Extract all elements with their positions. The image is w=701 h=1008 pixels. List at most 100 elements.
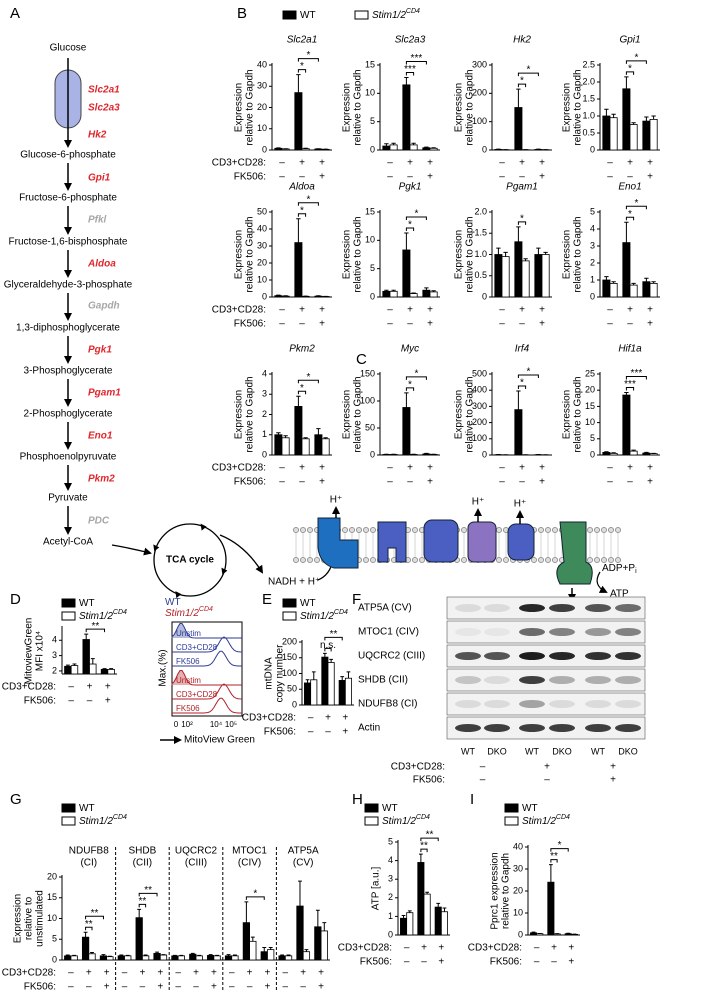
lane-label: WT [591, 746, 605, 756]
flow-histogram [171, 623, 242, 639]
error-bar [631, 282, 636, 286]
condition-sign: – [607, 172, 613, 183]
lane-label: DKO [618, 746, 638, 756]
legend-label: Stim1/2CD4 [300, 609, 348, 621]
error-bar [315, 909, 320, 927]
bar [514, 409, 523, 456]
adp-sub: i [635, 568, 637, 575]
condition-sign: – [544, 775, 550, 786]
error-bar [384, 289, 389, 292]
group-title: MTOC1 [232, 846, 267, 857]
y-tick-label: 0 [482, 449, 487, 459]
flow-x-tick: 10⁴ [210, 720, 223, 729]
nadh: NADH + H⁺ [268, 577, 320, 588]
y-tick-label: 0 [370, 291, 375, 301]
lipid-head [307, 527, 313, 533]
arrow [219, 534, 264, 574]
bar [274, 295, 283, 298]
enzyme: Gapdh [88, 301, 120, 312]
metabolite: Pyruvate [48, 493, 88, 504]
condition-sign: + [211, 968, 217, 979]
condition-sign: – [283, 968, 289, 979]
y-tick-label: 200 [472, 88, 487, 98]
error-bar [503, 251, 508, 257]
significance-label: * [526, 367, 530, 378]
error-bar [340, 676, 345, 681]
y-tick-label: 10 [365, 235, 375, 245]
blot-band [519, 724, 545, 732]
y-tick-label: 50 [287, 684, 297, 694]
lipid-head [412, 557, 418, 563]
bar [89, 663, 97, 675]
bar [249, 940, 257, 961]
legend-name: WT [79, 803, 95, 814]
condition-label: CD3+CD28: [338, 943, 392, 954]
y-axis-label: Expression [454, 230, 465, 279]
error-bar [424, 452, 429, 454]
bar [514, 107, 523, 151]
y-axis-label: Pprc1 expression [490, 852, 501, 929]
bar [321, 438, 330, 456]
bar [602, 115, 611, 151]
y-axis-label: relative to Gapdh [245, 216, 256, 292]
condition-sign: – [404, 943, 410, 954]
flow-ylabel: Max.(%) [158, 649, 169, 686]
bar [321, 656, 329, 706]
enzyme: Pgam1 [88, 388, 121, 399]
bar [281, 437, 290, 456]
flow-x-tick: 10² [181, 720, 193, 729]
significance-bracket [517, 385, 527, 390]
lipid-head [293, 557, 299, 563]
significance-bracket [550, 848, 569, 852]
condition-sign: – [499, 463, 505, 474]
significance-bracket [517, 72, 539, 77]
enzyme: Aldoa [87, 259, 116, 270]
error-bar [296, 395, 301, 407]
panel-label: D [10, 591, 21, 608]
legend-label: WT [300, 598, 316, 609]
bar [649, 453, 658, 456]
condition-sign: + [300, 968, 306, 979]
legend-label: Stim1/2CD4 [522, 814, 570, 826]
bar [409, 293, 418, 298]
bar [609, 117, 618, 151]
condition-sign: + [551, 943, 557, 954]
chart-title: Irf4 [515, 344, 530, 355]
y-tick-label: 20 [257, 257, 267, 267]
bar [409, 144, 418, 151]
condition-sign: – [607, 158, 613, 169]
lipid-head [601, 557, 607, 563]
panel-label: C [356, 351, 367, 368]
condition-sign: + [247, 968, 253, 979]
significance-label: *** [404, 64, 416, 75]
blot-band [455, 628, 481, 636]
bar [382, 145, 391, 151]
bar [260, 951, 268, 961]
bar [547, 881, 555, 936]
flow-x-tick: 10⁵ [225, 720, 237, 729]
error-bar [624, 221, 629, 243]
error-bar [644, 451, 649, 454]
blot-band [615, 700, 641, 708]
group-title: (CIII) [185, 858, 207, 869]
condition-sign: + [265, 968, 271, 979]
bar [521, 260, 530, 298]
legend-label: WT [300, 10, 316, 21]
condition-sign: – [299, 319, 305, 330]
significance-label: * [628, 209, 632, 220]
legend-swatch [282, 10, 297, 20]
blot-band [615, 628, 641, 636]
y-axis-label: Expression [454, 83, 465, 132]
complex-iii [423, 519, 459, 563]
error-bar [631, 122, 636, 125]
blot-band [484, 700, 510, 708]
blot-band [549, 676, 575, 684]
flow-row-label: FK506 [176, 657, 200, 666]
error-bar [442, 907, 447, 912]
condition-sign: – [627, 172, 633, 183]
y-axis-label: Expression [234, 83, 245, 132]
condition-sign: – [499, 172, 505, 183]
bar [327, 662, 335, 706]
complex-i [317, 517, 359, 569]
error-bar [268, 947, 273, 950]
